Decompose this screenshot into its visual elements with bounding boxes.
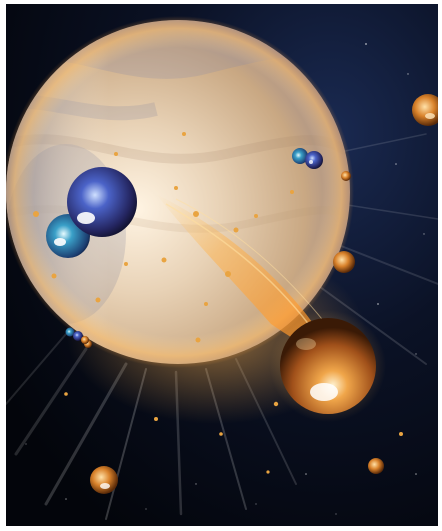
small-molecule-right <box>292 148 323 169</box>
space-scene-svg <box>6 4 438 526</box>
main-molecule <box>46 167 137 258</box>
orange-particle-stream <box>156 194 336 354</box>
space-illustration <box>6 4 438 526</box>
stars <box>25 43 425 515</box>
large-droplet <box>270 310 386 422</box>
droplets <box>84 94 438 494</box>
golden-particles <box>33 132 403 474</box>
small-molecule-left <box>65 327 89 344</box>
